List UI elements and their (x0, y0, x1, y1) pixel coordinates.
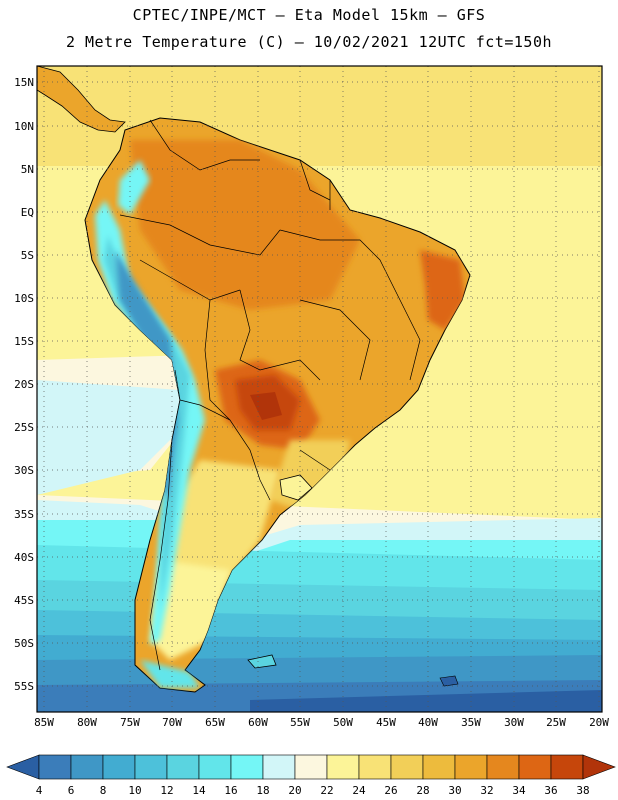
lat-label: 15N (14, 76, 34, 89)
lon-label: 20W (589, 716, 609, 729)
colorbar-cell (326, 754, 360, 780)
colorbar-cell (198, 754, 232, 780)
map-frame (36, 65, 603, 713)
colorbar-label: 18 (256, 784, 270, 797)
colorbar-cell (262, 754, 296, 780)
colorbar-label: 14 (192, 784, 206, 797)
title-line-2: 2 Metre Temperature (C) – 10/02/2021 12U… (65, 33, 553, 51)
colorbar-label: 32 (480, 784, 494, 797)
colorbar-label: 8 (99, 784, 107, 797)
lon-label: 60W (248, 716, 268, 729)
colorbar-cell (294, 754, 328, 780)
colorbar-label: 38 (576, 784, 590, 797)
colorbar-cell (358, 754, 392, 780)
colorbar-label: 10 (128, 784, 142, 797)
lon-label: 55W (290, 716, 310, 729)
colorbar-arrow-high (582, 754, 616, 780)
colorbar-label: 16 (224, 784, 238, 797)
map-field (37, 66, 602, 712)
lat-label: 10N (14, 120, 34, 133)
colorbar-label: 4 (35, 784, 43, 797)
colorbar-label: 34 (512, 784, 526, 797)
lat-label: 45S (14, 594, 34, 607)
lon-label: 25W (546, 716, 566, 729)
colorbar-cell (134, 754, 168, 780)
colorbar-label: 36 (544, 784, 558, 797)
colorbar-cell (390, 754, 424, 780)
lon-label: 30W (504, 716, 524, 729)
colorbar-label: 22 (320, 784, 334, 797)
colorbar-cell (486, 754, 520, 780)
colorbar-label: 30 (448, 784, 462, 797)
lat-label: EQ (20, 206, 34, 219)
lat-label: 55S (14, 680, 34, 693)
colorbar-cell (550, 754, 584, 780)
colorbar-cell (102, 754, 136, 780)
lat-label: 5N (20, 163, 34, 176)
country-borders (119, 119, 421, 671)
colorbar-arrow-low (6, 754, 40, 780)
lon-label: 65W (205, 716, 225, 729)
colorbar-cell (518, 754, 552, 780)
lon-label: 35W (461, 716, 481, 729)
colorbar-label: 26 (384, 784, 398, 797)
colorbar-cell (166, 754, 200, 780)
colorbar-label: 28 (416, 784, 430, 797)
lon-label: 45W (376, 716, 396, 729)
colorbar-cell (70, 754, 104, 780)
lat-label: 30S (14, 464, 34, 477)
lon-label: 50W (333, 716, 353, 729)
lon-label: 70W (162, 716, 182, 729)
colorbar-cell (38, 754, 72, 780)
lat-label: 25S (14, 421, 34, 434)
colorbar-label: 24 (352, 784, 366, 797)
lat-label: 35S (14, 508, 34, 521)
lon-label: 40W (418, 716, 438, 729)
colorbar-label: 12 (160, 784, 174, 797)
colorbar-cell (422, 754, 456, 780)
title-line-1: CPTEC/INPE/MCT – Eta Model 15km – GFS (132, 6, 486, 24)
lat-label: 10S (14, 292, 34, 305)
lat-label: 20S (14, 378, 34, 391)
lon-label: 80W (77, 716, 97, 729)
colorbar (6, 754, 616, 780)
colorbar-label: 6 (67, 784, 75, 797)
colorbar-cell (454, 754, 488, 780)
lon-label: 85W (34, 716, 54, 729)
lat-lon-grid (37, 66, 602, 712)
lat-label: 5S (20, 249, 34, 262)
lat-label: 40S (14, 551, 34, 564)
lat-label: 50S (14, 637, 34, 650)
colorbar-cell (230, 754, 264, 780)
colorbar-label: 20 (288, 784, 302, 797)
lon-label: 75W (120, 716, 140, 729)
lat-label: 15S (14, 335, 34, 348)
